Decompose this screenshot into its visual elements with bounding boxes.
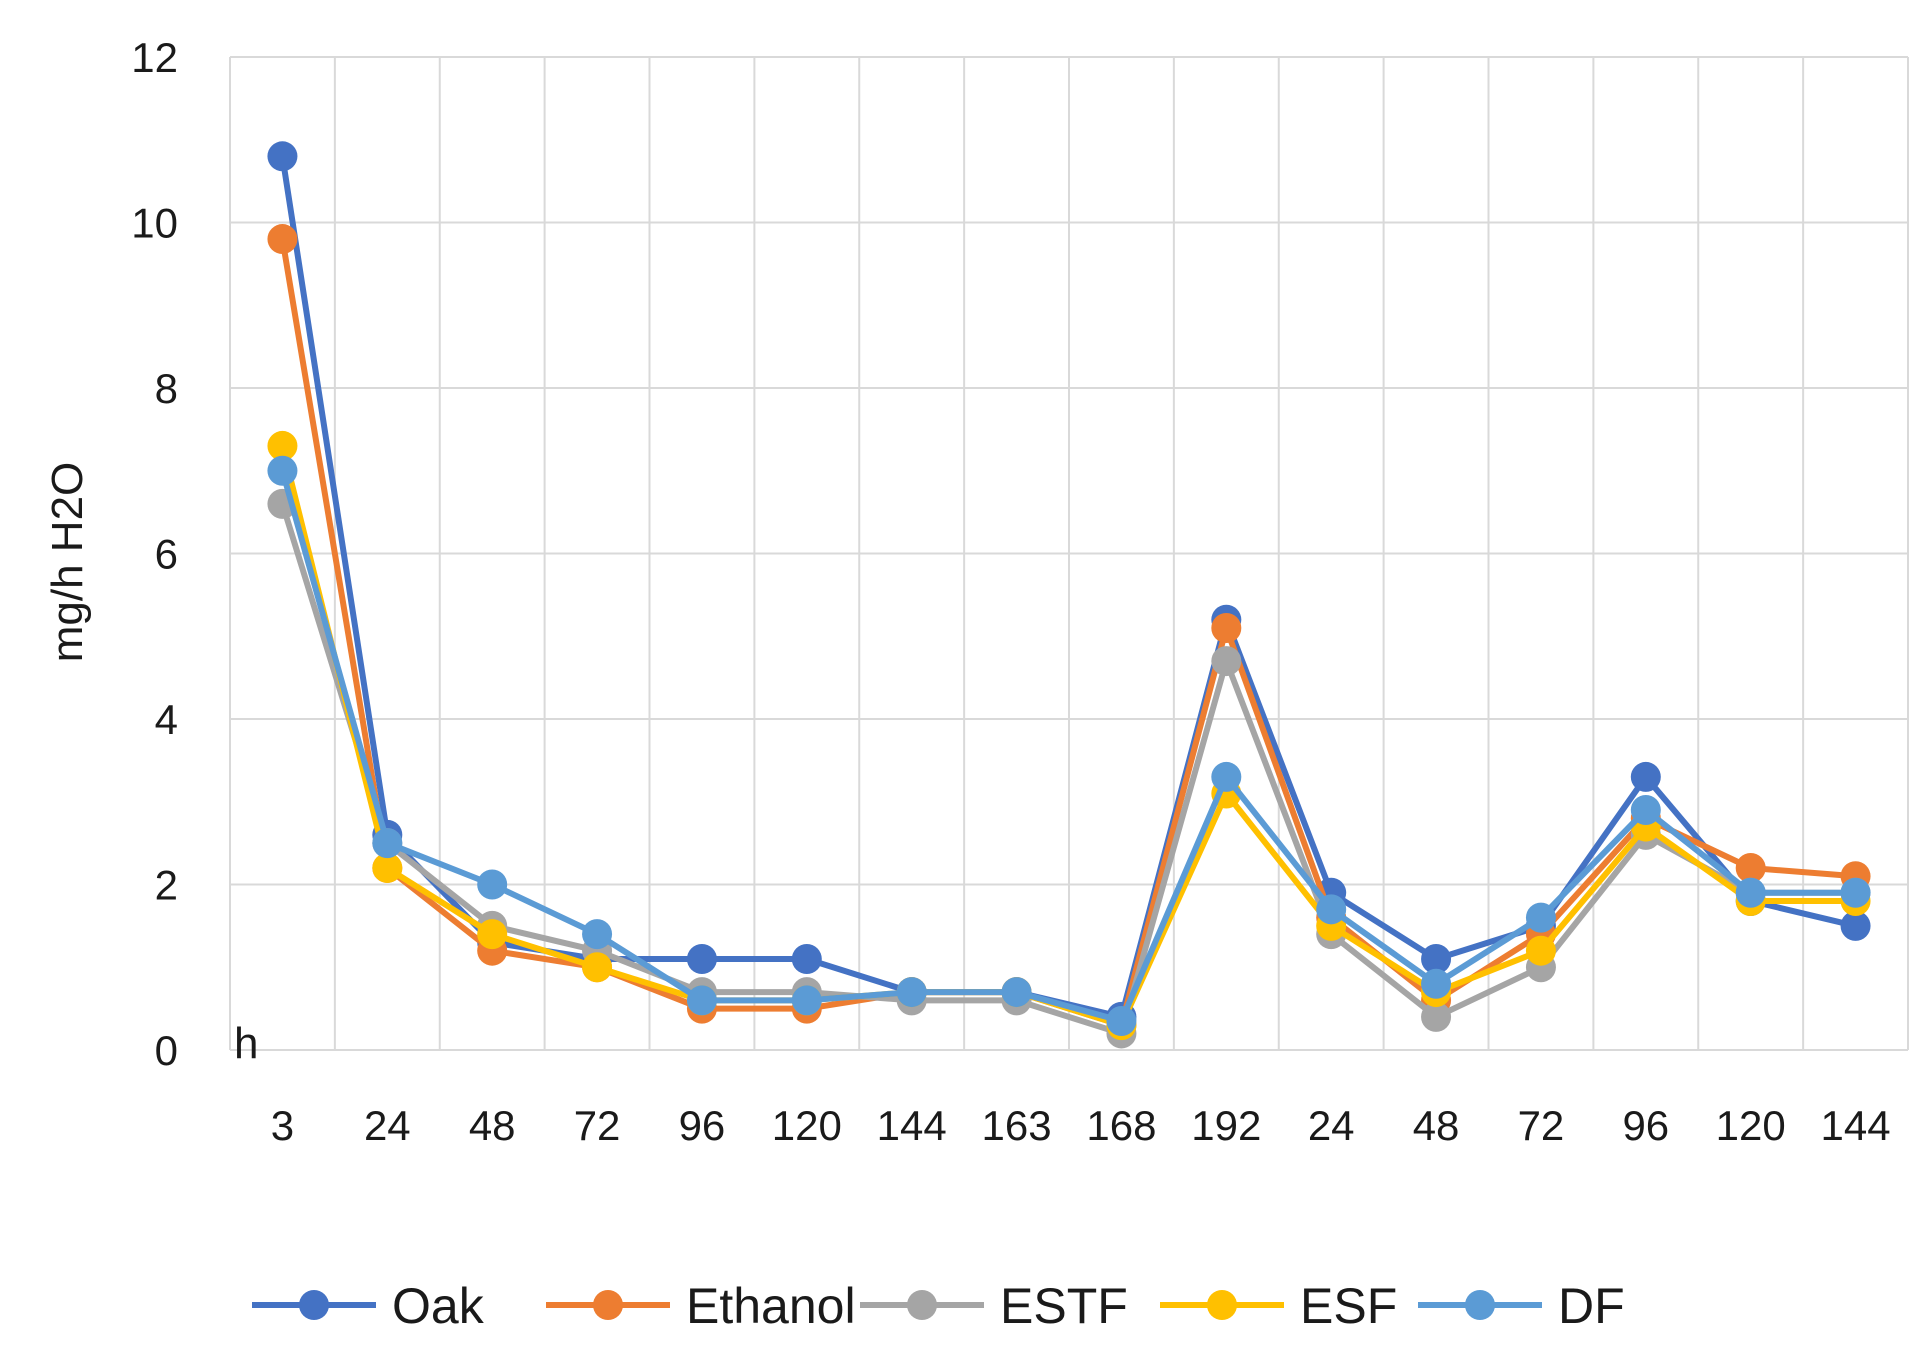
series-line-estf bbox=[279, 503, 1856, 1037]
y-axis-label: mg/h H2O bbox=[43, 462, 92, 663]
data-point-oak bbox=[267, 141, 298, 172]
y-tick-label: 12 bbox=[131, 34, 178, 81]
x-tick-label: 24 bbox=[364, 1102, 411, 1149]
x-tick-label: 72 bbox=[1518, 1102, 1565, 1149]
data-point-df bbox=[686, 985, 717, 1016]
data-point-ethanol bbox=[1211, 612, 1242, 643]
x-tick-label: 120 bbox=[1716, 1102, 1786, 1149]
legend-label-estf: ESTF bbox=[1000, 1278, 1128, 1334]
data-point-oak bbox=[791, 943, 822, 974]
data-point-oak bbox=[1630, 761, 1661, 792]
data-point-df bbox=[582, 919, 613, 950]
legend-label-df: DF bbox=[1558, 1278, 1625, 1334]
data-point-df bbox=[1421, 968, 1452, 999]
legend-marker-ethanol bbox=[593, 1290, 623, 1320]
x-axis-ticks: 3 24 48 72 96 120 144 163 168 192 24 48 72 96 120 144 bbox=[271, 1102, 1891, 1149]
data-point-df bbox=[1525, 902, 1556, 933]
x-tick-label: 24 bbox=[1308, 1102, 1355, 1149]
y-tick-label: 0 bbox=[155, 1027, 178, 1074]
data-point-oak bbox=[1421, 943, 1452, 974]
data-point-df bbox=[791, 985, 822, 1016]
data-point-df bbox=[1735, 877, 1766, 908]
legend-label-esf: ESF bbox=[1300, 1278, 1397, 1334]
x-axis-unit-label: h bbox=[234, 1019, 258, 1068]
data-point-df bbox=[477, 869, 508, 900]
y-tick-label: 10 bbox=[131, 200, 178, 247]
data-point-df bbox=[1211, 761, 1242, 792]
chart-grid bbox=[229, 56, 1909, 1051]
data-point-df bbox=[1630, 795, 1661, 826]
legend-label-ethanol: Ethanol bbox=[686, 1278, 856, 1334]
data-point-ethanol bbox=[267, 224, 298, 255]
data-point-ethanol bbox=[1735, 852, 1766, 883]
data-point-df bbox=[1840, 877, 1871, 908]
x-tick-label: 3 bbox=[271, 1102, 294, 1149]
data-point-df bbox=[1316, 894, 1347, 925]
x-tick-label: 72 bbox=[574, 1102, 621, 1149]
data-point-esf bbox=[267, 430, 298, 461]
x-tick-label: 168 bbox=[1086, 1102, 1156, 1149]
x-tick-label: 120 bbox=[772, 1102, 842, 1149]
data-point-df bbox=[1106, 1006, 1137, 1037]
data-point-esf bbox=[1525, 935, 1556, 966]
data-point-oak bbox=[1840, 910, 1871, 941]
data-point-esf bbox=[372, 852, 403, 883]
legend-marker-oak bbox=[299, 1290, 329, 1320]
data-point-estf bbox=[1421, 1001, 1452, 1032]
x-tick-label: 96 bbox=[679, 1102, 726, 1149]
legend-marker-estf bbox=[907, 1290, 937, 1320]
y-tick-label: 8 bbox=[155, 365, 178, 412]
series-line-df bbox=[279, 469, 1856, 1024]
data-point-df bbox=[1001, 977, 1032, 1008]
chart-series bbox=[267, 141, 1871, 1049]
data-point-df bbox=[267, 455, 298, 486]
x-tick-label: 144 bbox=[1821, 1102, 1891, 1149]
legend-marker-df bbox=[1465, 1290, 1495, 1320]
data-point-esf bbox=[477, 919, 508, 950]
chart-legend: Oak Ethanol ESTF ESF DF bbox=[252, 1278, 1625, 1334]
data-point-oak bbox=[686, 943, 717, 974]
data-point-estf bbox=[1211, 646, 1242, 677]
x-tick-label: 192 bbox=[1191, 1102, 1261, 1149]
data-point-df bbox=[896, 977, 927, 1008]
y-tick-label: 2 bbox=[155, 862, 178, 909]
y-axis-ticks: 0 2 4 6 8 10 12 bbox=[131, 34, 178, 1074]
legend-label-oak: Oak bbox=[392, 1278, 485, 1334]
x-tick-label: 48 bbox=[1413, 1102, 1460, 1149]
x-tick-label: 144 bbox=[877, 1102, 947, 1149]
x-tick-label: 48 bbox=[469, 1102, 516, 1149]
x-tick-label: 163 bbox=[982, 1102, 1052, 1149]
y-tick-label: 6 bbox=[155, 531, 178, 578]
legend-marker-esf bbox=[1207, 1290, 1237, 1320]
data-point-esf bbox=[582, 952, 613, 983]
x-tick-label: 96 bbox=[1622, 1102, 1669, 1149]
y-tick-label: 4 bbox=[155, 696, 178, 743]
data-point-df bbox=[372, 828, 403, 859]
